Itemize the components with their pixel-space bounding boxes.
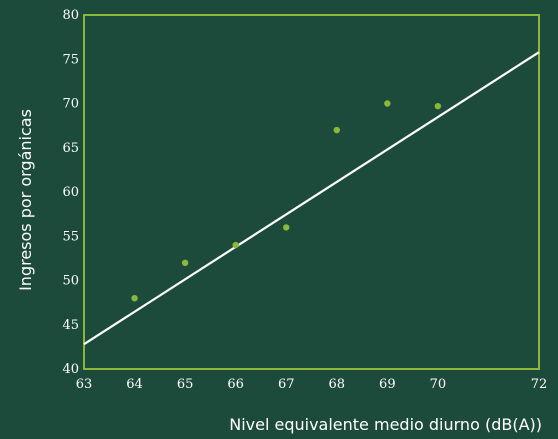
x-tick-label: 64 <box>126 377 143 392</box>
y-tick-label: 55 <box>62 229 79 244</box>
data-point <box>232 241 239 249</box>
y-tick-label: 40 <box>62 362 79 377</box>
trend-line <box>83 51 540 346</box>
y-tick-label: 75 <box>62 52 79 67</box>
x-tick-label: 72 <box>531 377 548 392</box>
x-tick-label: 63 <box>76 377 93 392</box>
data-point <box>131 295 138 302</box>
x-tick-label: 69 <box>379 377 396 392</box>
x-axis-ticks: 63 64 65 66 67 68 69 70 72 <box>76 377 548 392</box>
x-axis-title: Nivel equivalente medio diurno (dB(A)) <box>229 415 542 434</box>
plot-area <box>83 14 540 370</box>
data-point <box>283 224 290 231</box>
y-tick-label: 70 <box>62 97 79 112</box>
data-point <box>333 126 340 134</box>
y-axis-title: Ingresos por orgánicas <box>16 109 35 291</box>
data-point <box>384 100 391 107</box>
x-tick-label: 70 <box>430 377 447 392</box>
x-tick-label: 68 <box>329 377 346 392</box>
y-tick-label: 65 <box>62 141 79 156</box>
x-tick-label: 67 <box>278 377 295 392</box>
data-point <box>434 102 442 110</box>
y-tick-label: 45 <box>62 318 79 333</box>
x-tick-label: 66 <box>227 377 244 392</box>
y-axis-ticks: 40 45 50 55 60 65 70 75 80 <box>62 8 79 377</box>
y-tick-label: 60 <box>62 185 79 200</box>
data-points <box>131 100 442 302</box>
data-point <box>181 259 189 266</box>
y-tick-label: 80 <box>62 8 79 23</box>
y-tick-label: 50 <box>62 274 79 289</box>
x-tick-label: 65 <box>177 377 194 392</box>
